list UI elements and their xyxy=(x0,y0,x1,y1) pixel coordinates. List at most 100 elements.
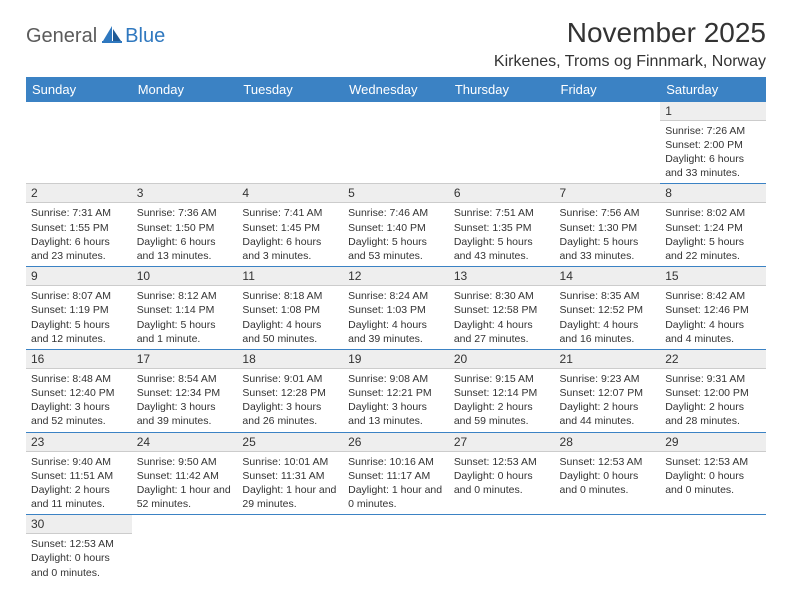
calendar-cell xyxy=(343,515,449,593)
sunset-text: Sunset: 12:14 PM xyxy=(454,386,550,400)
daylight-text: Daylight: 5 hours and 53 minutes. xyxy=(348,235,444,263)
sunset-text: Sunset: 12:00 PM xyxy=(665,386,761,400)
day-number: 26 xyxy=(343,433,449,452)
day-number: 3 xyxy=(132,184,238,203)
day-details: Sunset: 12:53 AMDaylight: 0 hours and 0 … xyxy=(26,534,132,583)
day-details: Sunrise: 8:35 AMSunset: 12:52 PMDaylight… xyxy=(555,286,661,349)
day-details: Sunrise: 9:50 AMSunset: 11:42 AMDaylight… xyxy=(132,452,238,515)
calendar-cell: 7Sunrise: 7:56 AMSunset: 1:30 PMDaylight… xyxy=(555,184,661,267)
day-details: Sunset: 12:53 AMDaylight: 0 hours and 0 … xyxy=(555,452,661,501)
daylight-text: Daylight: 5 hours and 43 minutes. xyxy=(454,235,550,263)
day-details: Sunrise: 8:24 AMSunset: 1:03 PMDaylight:… xyxy=(343,286,449,349)
sunset-text: Sunset: 12:40 PM xyxy=(31,386,127,400)
sunrise-text: Sunrise: 9:01 AM xyxy=(242,372,338,386)
day-number: 21 xyxy=(555,350,661,369)
calendar-cell: 16Sunrise: 8:48 AMSunset: 12:40 PMDaylig… xyxy=(26,349,132,432)
sunrise-text: Sunrise: 8:42 AM xyxy=(665,289,761,303)
day-number: 7 xyxy=(555,184,661,203)
daylight-text: Daylight: 6 hours and 3 minutes. xyxy=(242,235,338,263)
calendar-cell: 10Sunrise: 8:12 AMSunset: 1:14 PMDayligh… xyxy=(132,267,238,350)
calendar-cell: 23Sunrise: 9:40 AMSunset: 11:51 AMDaylig… xyxy=(26,432,132,515)
sunset-text: Sunset: 1:55 PM xyxy=(31,221,127,235)
calendar-cell xyxy=(660,515,766,593)
sunrise-text: Sunrise: 10:01 AM xyxy=(242,455,338,469)
day-number: 23 xyxy=(26,433,132,452)
calendar-cell: 25Sunrise: 10:01 AMSunset: 11:31 AMDayli… xyxy=(237,432,343,515)
sunrise-text: Sunrise: 8:18 AM xyxy=(242,289,338,303)
calendar-cell xyxy=(132,102,238,184)
daylight-text: Daylight: 3 hours and 52 minutes. xyxy=(31,400,127,428)
calendar-cell: 4Sunrise: 7:41 AMSunset: 1:45 PMDaylight… xyxy=(237,184,343,267)
day-number: 11 xyxy=(237,267,343,286)
day-details: Sunrise: 7:56 AMSunset: 1:30 PMDaylight:… xyxy=(555,203,661,266)
sunrise-text: Sunrise: 9:15 AM xyxy=(454,372,550,386)
sunset-text: Sunset: 12:53 AM xyxy=(31,537,127,551)
month-title: November 2025 xyxy=(494,18,766,49)
day-details: Sunrise: 8:42 AMSunset: 12:46 PMDaylight… xyxy=(660,286,766,349)
day-details: Sunrise: 8:07 AMSunset: 1:19 PMDaylight:… xyxy=(26,286,132,349)
day-details: Sunrise: 7:31 AMSunset: 1:55 PMDaylight:… xyxy=(26,203,132,266)
sunrise-text: Sunrise: 8:30 AM xyxy=(454,289,550,303)
calendar-cell: 8Sunrise: 8:02 AMSunset: 1:24 PMDaylight… xyxy=(660,184,766,267)
day-number: 8 xyxy=(660,184,766,203)
sunrise-text: Sunrise: 7:31 AM xyxy=(31,206,127,220)
calendar-cell: 11Sunrise: 8:18 AMSunset: 1:08 PMDayligh… xyxy=(237,267,343,350)
calendar-cell: 21Sunrise: 9:23 AMSunset: 12:07 PMDaylig… xyxy=(555,349,661,432)
daylight-text: Daylight: 2 hours and 11 minutes. xyxy=(31,483,127,511)
sunrise-text: Sunrise: 10:16 AM xyxy=(348,455,444,469)
daylight-text: Daylight: 0 hours and 0 minutes. xyxy=(31,551,127,579)
sunrise-text: Sunrise: 8:02 AM xyxy=(665,206,761,220)
daylight-text: Daylight: 4 hours and 39 minutes. xyxy=(348,318,444,346)
sunset-text: Sunset: 12:28 PM xyxy=(242,386,338,400)
day-number: 17 xyxy=(132,350,238,369)
daylight-text: Daylight: 5 hours and 1 minute. xyxy=(137,318,233,346)
calendar-cell: 13Sunrise: 8:30 AMSunset: 12:58 PMDaylig… xyxy=(449,267,555,350)
logo-text-blue: Blue xyxy=(125,25,165,48)
calendar-week-row: 30Sunset: 12:53 AMDaylight: 0 hours and … xyxy=(26,515,766,593)
sunset-text: Sunset: 1:03 PM xyxy=(348,303,444,317)
day-number: 18 xyxy=(237,350,343,369)
sunrise-text: Sunrise: 9:08 AM xyxy=(348,372,444,386)
sunrise-text: Sunrise: 8:07 AM xyxy=(31,289,127,303)
day-details: Sunrise: 7:36 AMSunset: 1:50 PMDaylight:… xyxy=(132,203,238,266)
daylight-text: Daylight: 4 hours and 27 minutes. xyxy=(454,318,550,346)
day-details: Sunrise: 8:48 AMSunset: 12:40 PMDaylight… xyxy=(26,369,132,432)
calendar-cell: 17Sunrise: 8:54 AMSunset: 12:34 PMDaylig… xyxy=(132,349,238,432)
day-details: Sunrise: 7:26 AMSunset: 2:00 PMDaylight:… xyxy=(660,121,766,184)
daylight-text: Daylight: 0 hours and 0 minutes. xyxy=(454,469,550,497)
sunset-text: Sunset: 1:24 PM xyxy=(665,221,761,235)
sunrise-text: Sunrise: 9:31 AM xyxy=(665,372,761,386)
day-details: Sunrise: 9:15 AMSunset: 12:14 PMDaylight… xyxy=(449,369,555,432)
daylight-text: Daylight: 5 hours and 12 minutes. xyxy=(31,318,127,346)
sunrise-text: Sunrise: 7:51 AM xyxy=(454,206,550,220)
sunset-text: Sunset: 12:53 AM xyxy=(665,455,761,469)
weekday-sunday: Sunday xyxy=(26,77,132,102)
sunrise-text: Sunrise: 8:35 AM xyxy=(560,289,656,303)
day-details: Sunset: 12:53 AMDaylight: 0 hours and 0 … xyxy=(449,452,555,501)
day-details: Sunrise: 10:16 AMSunset: 11:17 AMDayligh… xyxy=(343,452,449,515)
location: Kirkenes, Troms og Finnmark, Norway xyxy=(494,53,766,71)
day-details: Sunrise: 9:40 AMSunset: 11:51 AMDaylight… xyxy=(26,452,132,515)
day-number: 5 xyxy=(343,184,449,203)
day-details: Sunrise: 8:12 AMSunset: 1:14 PMDaylight:… xyxy=(132,286,238,349)
daylight-text: Daylight: 3 hours and 13 minutes. xyxy=(348,400,444,428)
day-number: 29 xyxy=(660,433,766,452)
day-details: Sunrise: 8:02 AMSunset: 1:24 PMDaylight:… xyxy=(660,203,766,266)
sunset-text: Sunset: 1:35 PM xyxy=(454,221,550,235)
weekday-wednesday: Wednesday xyxy=(343,77,449,102)
weekday-friday: Friday xyxy=(555,77,661,102)
calendar-cell: 24Sunrise: 9:50 AMSunset: 11:42 AMDaylig… xyxy=(132,432,238,515)
calendar-cell: 28Sunset: 12:53 AMDaylight: 0 hours and … xyxy=(555,432,661,515)
sunrise-text: Sunrise: 7:46 AM xyxy=(348,206,444,220)
daylight-text: Daylight: 1 hour and 52 minutes. xyxy=(137,483,233,511)
day-number: 15 xyxy=(660,267,766,286)
day-details: Sunset: 12:53 AMDaylight: 0 hours and 0 … xyxy=(660,452,766,501)
calendar-week-row: 16Sunrise: 8:48 AMSunset: 12:40 PMDaylig… xyxy=(26,349,766,432)
sunrise-text: Sunrise: 9:23 AM xyxy=(560,372,656,386)
sunset-text: Sunset: 11:51 AM xyxy=(31,469,127,483)
daylight-text: Daylight: 4 hours and 4 minutes. xyxy=(665,318,761,346)
daylight-text: Daylight: 6 hours and 23 minutes. xyxy=(31,235,127,263)
sunset-text: Sunset: 1:50 PM xyxy=(137,221,233,235)
logo: General Blue xyxy=(26,24,165,49)
sunset-text: Sunset: 1:19 PM xyxy=(31,303,127,317)
